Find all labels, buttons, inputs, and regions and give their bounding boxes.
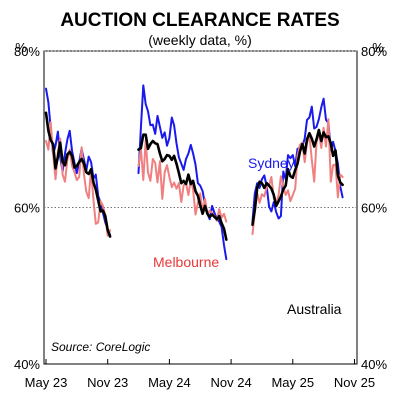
y-tick-label-right: 80% (361, 44, 387, 59)
series-lines (44, 84, 344, 261)
x-tick-label: May 25 (271, 375, 314, 390)
y-tick-label-right: 40% (361, 357, 387, 372)
left-axis-unit: % (15, 40, 27, 55)
x-tick-label: Nov 24 (210, 375, 251, 390)
y-tick-label-right: 60% (361, 201, 387, 216)
y-axis-ticks: 40% 40% 60% 60% 80% 80% (14, 44, 387, 372)
right-axis-unit: % (372, 40, 384, 55)
y-tick-label-left: 40% (14, 357, 40, 372)
x-tick-label: Nov 23 (87, 375, 128, 390)
series-line-australia (44, 111, 112, 238)
series-line-melbourne (137, 139, 228, 223)
y-tick-label-left: 60% (14, 201, 40, 216)
series-line-sydney (45, 87, 112, 236)
series-line-australia (137, 133, 228, 241)
chart-subtitle: (weekly data, %) (148, 32, 251, 48)
series-label-sydney: Sydney (248, 155, 295, 171)
y-tick-label-left: 80% (14, 44, 40, 59)
series-line-sydney (137, 84, 228, 261)
x-tick-label: May 24 (148, 375, 191, 390)
series-line-melbourne (251, 118, 344, 236)
source-note: Source: CoreLogic (51, 340, 150, 354)
x-axis-ticks: May 23 Nov 23 May 24 Nov 24 May 25 Nov 25 (25, 359, 375, 390)
series-label-melbourne: Melbourne (153, 254, 219, 270)
x-tick-label: May 23 (25, 375, 68, 390)
gridlines (44, 50, 357, 208)
series-label-australia: Australia (287, 301, 342, 317)
series-line-australia (251, 128, 344, 226)
chart-title: AUCTION CLEARANCE RATES (60, 10, 339, 31)
x-tick-label: Nov 25 (334, 375, 375, 390)
